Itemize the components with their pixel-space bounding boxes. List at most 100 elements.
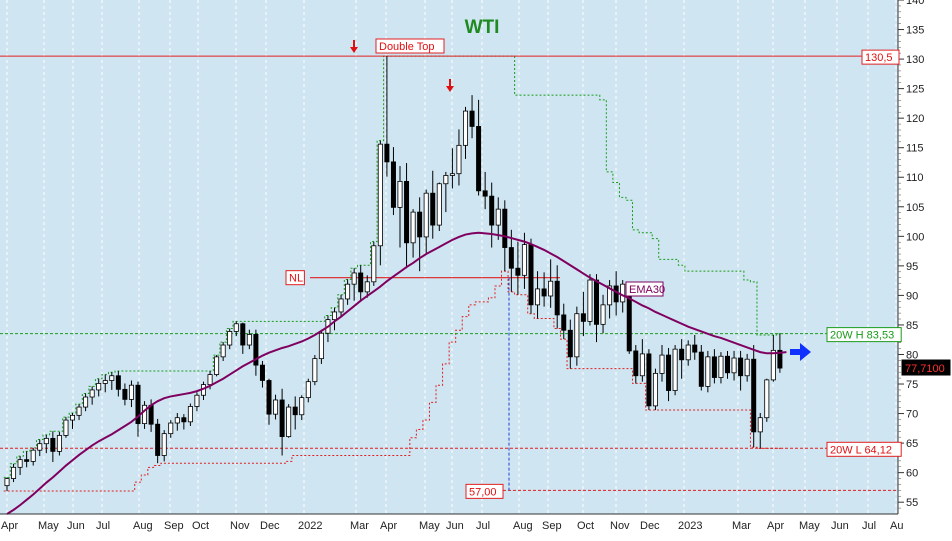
- y-tick-label: 70: [906, 409, 918, 421]
- y-tick-label: 105: [906, 202, 924, 214]
- candle-body: [692, 344, 698, 353]
- lo20-label: 20W L 64,12: [826, 441, 902, 457]
- candle-body: [685, 344, 691, 361]
- x-tick-label: Jul: [862, 520, 876, 532]
- candle-body: [56, 435, 62, 452]
- candle-body: [469, 110, 475, 127]
- candle-body: [659, 354, 665, 374]
- candle-body: [266, 380, 272, 415]
- last-price-box: [901, 359, 951, 376]
- candle-body: [462, 110, 468, 146]
- candle-body: [620, 283, 626, 303]
- candle-body: [253, 333, 259, 366]
- candle-body: [443, 175, 449, 185]
- candle-body: [725, 355, 731, 374]
- candle-body: [122, 388, 128, 400]
- candle-body: [371, 245, 377, 283]
- candle-body: [508, 247, 514, 269]
- candle-body: [679, 348, 685, 361]
- hi20-label-text: 20W H 83,53: [830, 330, 894, 342]
- candle-body: [83, 396, 89, 408]
- x-tick-label: Apr: [1, 520, 18, 532]
- candle-body: [449, 173, 455, 176]
- x-tick-label: Nov: [230, 520, 250, 532]
- y-tick-label: 65: [906, 438, 918, 450]
- candle-body: [600, 304, 606, 325]
- target-label-box: [465, 483, 504, 499]
- candle-body: [70, 414, 76, 421]
- candle-body: [390, 161, 396, 208]
- candle-body: [561, 314, 567, 331]
- x-tick-label: May: [38, 520, 59, 532]
- candle-body: [30, 449, 36, 462]
- x-tick-label: Dec: [260, 520, 280, 532]
- candle-body: [495, 208, 501, 226]
- candle-body: [312, 358, 318, 383]
- ema30-label-box: [625, 281, 664, 297]
- candle-body: [135, 384, 141, 425]
- x-tick-label: Jun: [831, 520, 849, 532]
- level-high-label: 130,5: [861, 49, 900, 65]
- double-top-arrow-2: [446, 79, 454, 92]
- candle-body: [220, 344, 226, 358]
- candle-body: [259, 364, 265, 381]
- candle-body: [711, 356, 717, 378]
- x-tick-label: Mar: [732, 520, 751, 532]
- candle-body: [299, 397, 305, 416]
- x-tick-label: May: [799, 520, 820, 532]
- candle-body: [502, 208, 508, 248]
- double-top-label-text: Double Top: [379, 41, 434, 53]
- candle-body: [194, 394, 200, 407]
- candle-body: [613, 285, 619, 303]
- neckline-label: NL: [285, 270, 305, 286]
- candle-body: [305, 381, 311, 399]
- x-tick-label: Sep: [164, 520, 184, 532]
- candle-body: [102, 380, 108, 384]
- candle-body: [456, 144, 462, 175]
- y-tick-label: 135: [906, 25, 924, 37]
- ema30-label-text: EMA30: [629, 284, 665, 296]
- y-tick-label: 95: [906, 261, 918, 273]
- candle-body: [148, 404, 154, 425]
- candle-body: [397, 180, 403, 208]
- x-tick-label: Jun: [446, 520, 464, 532]
- grid-lines: [6, 0, 897, 514]
- last-price-text: 77,7100: [905, 363, 945, 375]
- candle-body: [96, 383, 102, 391]
- axes: Apr May Jun Jul Aug Sep Oct Nov Dec 2022 Mar Apr May…: [0, 0, 924, 532]
- y-tick-label: 140: [906, 0, 924, 7]
- x-tick-label: Aug: [133, 520, 153, 532]
- y-tick-label: 80: [906, 349, 918, 361]
- hi20-label: 20W H 83,53: [826, 327, 902, 343]
- y-tick-label: 125: [906, 84, 924, 96]
- y-tick-label: 60: [906, 468, 918, 480]
- x-tick-label: Oct: [192, 520, 209, 532]
- x-axis-panel: [0, 514, 898, 536]
- candle-body: [207, 374, 213, 386]
- candle-body: [633, 350, 639, 377]
- candle-body: [489, 195, 495, 226]
- candle-body: [279, 399, 285, 438]
- candle-body: [423, 192, 429, 238]
- x-tick-label: Nov: [610, 520, 630, 532]
- candlesticks: [4, 56, 783, 491]
- candle-body: [554, 280, 560, 316]
- candle-body: [318, 332, 324, 360]
- x-tick-label: Dec: [640, 520, 660, 532]
- candle-body: [187, 406, 193, 423]
- neckline-label-text: NL: [289, 273, 303, 285]
- x-tick-label: Apr: [380, 520, 397, 532]
- candle-body: [364, 281, 370, 293]
- ema30-line: [6, 231, 787, 515]
- candle-body: [50, 437, 56, 452]
- candle-body: [377, 143, 383, 247]
- candle-body: [351, 272, 357, 285]
- candle-body: [574, 313, 580, 358]
- candle-body: [4, 478, 10, 487]
- last-price-badge: 77,7100: [901, 359, 951, 376]
- high-20w-channel: [3, 55, 784, 478]
- neckline-label-box: [285, 270, 305, 286]
- candle-body: [246, 333, 252, 346]
- candle-body: [11, 466, 17, 479]
